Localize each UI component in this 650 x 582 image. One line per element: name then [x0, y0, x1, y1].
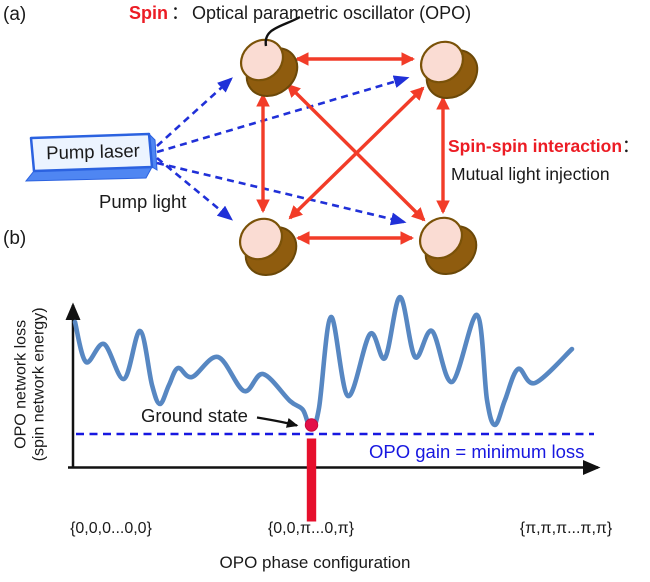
mutual-light-injection-label: Mutual light injection: [451, 164, 610, 184]
pump-laser-label: Pump laser: [45, 139, 141, 164]
opo-gain-label: OPO gain = minimum loss: [369, 441, 585, 462]
x-tick-all-pi: {π,π,π...π,π}: [519, 520, 613, 537]
spin-title-rest: Optical parametric oscillator (OPO): [192, 3, 472, 23]
ground-state-dot: [304, 418, 319, 432]
y-axis-label-line2: (spin network energy): [31, 307, 48, 462]
ground-state-label: Ground state: [141, 405, 248, 426]
x-axis-label: OPO phase configuration: [219, 553, 411, 572]
minimum-marker-bar: [306, 438, 317, 522]
pump-beam-to-top-left: [156, 77, 233, 147]
panel-a-title: Spin： Optical parametric oscillator (OPO): [129, 3, 471, 24]
spin-label-pointer-line: [264, 15, 301, 47]
panel-a-label: (a): [3, 4, 27, 25]
panel-b-label: (b): [3, 228, 27, 249]
pump-laser-box-front-face: [29, 132, 154, 173]
y-axis-label: OPO network loss (spin network energy): [13, 289, 50, 479]
y-axis-label-line1: OPO network loss: [12, 319, 30, 449]
pump-beam-to-bottom-left: [156, 156, 234, 221]
coupling-diagonal-bl-tr: [288, 86, 425, 220]
coupling-arrows: [256, 52, 450, 245]
x-tick-all-zero: {0,0,0...0,0}: [70, 520, 152, 537]
spin-title-colon: ：: [171, 3, 189, 23]
pump-beam-to-bottom-right: [156, 161, 407, 226]
x-tick-ground-state: {0,0,π...0,π}: [267, 520, 355, 537]
pump-laser-box: [24, 132, 158, 182]
ground-state-arrow: [256, 416, 299, 428]
spin-spin-interaction-word: Spin-spin interaction: [448, 136, 623, 156]
spin-spin-interaction-colon: ：: [622, 136, 640, 156]
spin-title-word: Spin: [129, 3, 168, 23]
opo-node-bottom-left: [230, 209, 307, 287]
loss-curve: [72, 294, 575, 432]
spin-spin-interaction-title: Spin-spin interaction：: [448, 136, 640, 156]
opo-node-top-right: [411, 32, 488, 110]
pump-beams: [156, 75, 410, 226]
pump-light-label: Pump light: [99, 191, 187, 212]
